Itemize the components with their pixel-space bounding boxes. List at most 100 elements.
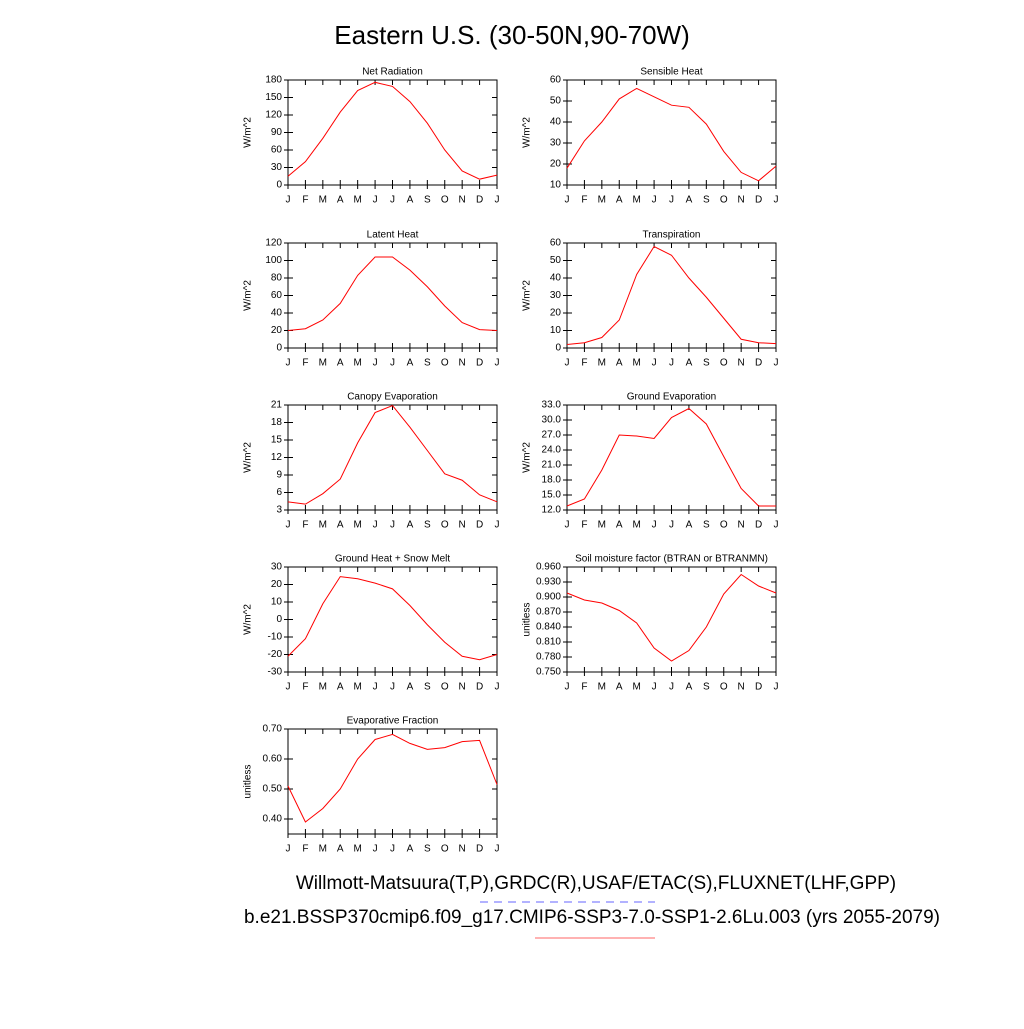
y-axis-label: unitless [243,765,254,799]
x-tick-label: O [441,682,449,693]
y-tick-label: 40 [550,273,562,284]
data-line [566,407,776,507]
x-tick-label: J [390,358,395,369]
x-tick-label: J [565,682,570,693]
x-tick-label: J [390,195,395,206]
x-tick-label: A [337,195,344,206]
x-tick-label: J [373,358,378,369]
x-tick-label: J [373,520,378,531]
x-tick-label: J [669,520,674,531]
x-tick-label: M [632,358,640,369]
x-tick-label: J [495,520,500,531]
x-tick-label: O [720,520,728,531]
y-tick-label: 40 [271,308,283,319]
x-tick-label: A [616,358,623,369]
panel-title: Ground Evaporation [627,392,717,403]
y-tick-label: 10 [550,180,562,191]
y-tick-label: 0 [555,343,561,354]
x-tick-label: O [720,195,728,206]
y-tick-label: 10 [271,597,283,608]
x-tick-label: J [669,682,674,693]
x-tick-label: A [337,844,344,855]
x-tick-label: M [353,682,361,693]
plot-frame [287,404,498,511]
x-tick-label: A [686,682,693,693]
x-tick-label: S [424,358,431,369]
x-tick-label: J [390,844,395,855]
y-tick-label: 0.960 [536,562,561,573]
y-tick-label: 180 [265,75,282,86]
y-tick-label: 30 [550,290,562,301]
panel-title: Canopy Evaporation [347,392,438,403]
panel: Evaporative Fraction unitless 0.40 0.50 0.60… [243,716,500,855]
y-tick-label: 0.750 [536,667,561,678]
x-tick-label: J [390,682,395,693]
x-tick-label: A [616,195,623,206]
x-tick-label: J [390,520,395,531]
y-tick-label: 33.0 [542,400,562,411]
data-line [287,256,498,331]
x-tick-label: F [302,195,308,206]
x-tick-label: J [669,358,674,369]
x-tick-label: F [302,682,308,693]
x-tick-label: A [407,195,414,206]
x-tick-label: D [755,195,762,206]
y-tick-label: -20 [268,649,283,660]
x-tick-label: J [774,195,779,206]
x-tick-label: A [616,682,623,693]
y-tick-label: 12.0 [542,505,562,516]
x-tick-label: M [319,358,327,369]
x-tick-label: N [459,682,466,693]
y-tick-label: 15 [271,435,283,446]
x-tick-label: J [495,844,500,855]
y-tick-label: 60 [271,145,283,156]
x-tick-label: M [632,195,640,206]
y-tick-label: 40 [550,117,562,128]
x-tick-label: J [286,682,291,693]
x-tick-label: D [476,195,483,206]
y-tick-label: 18.0 [542,475,562,486]
y-tick-label: 27.0 [542,430,562,441]
data-line [566,87,777,182]
footer-line: Willmott-Matsuura(T,P),GRDC(R),USAF/ETAC… [296,873,896,894]
x-tick-label: O [441,195,449,206]
x-tick-label: D [476,844,483,855]
x-tick-label: J [652,520,657,531]
y-tick-label: 21 [271,400,283,411]
y-tick-label: 30.0 [542,415,562,426]
y-tick-label: 0.60 [263,754,283,765]
x-tick-label: D [476,520,483,531]
x-tick-label: D [755,520,762,531]
x-tick-label: N [738,358,745,369]
y-tick-label: 50 [550,255,562,266]
x-tick-label: O [720,358,728,369]
x-tick-label: S [424,682,431,693]
x-tick-label: J [286,844,291,855]
y-tick-label: 0.930 [536,577,561,588]
x-tick-label: J [495,358,500,369]
y-tick-label: 50 [550,96,562,107]
plot-frame [566,79,777,186]
x-tick-label: J [774,520,779,531]
x-tick-label: D [476,682,483,693]
x-tick-label: F [581,682,587,693]
x-tick-label: S [424,520,431,531]
x-tick-label: A [337,358,344,369]
y-tick-label: 30 [271,162,283,173]
y-tick-label: 0.900 [536,592,561,603]
plot-frame [566,242,777,349]
y-axis-label: W/m^2 [243,280,254,311]
panel: Soil moisture factor (BTRAN or BTRANMN) u… [522,554,779,693]
x-tick-label: J [652,682,657,693]
panel-title: Ground Heat + Snow Melt [335,554,451,565]
y-tick-label: 120 [265,110,282,121]
x-tick-label: D [755,682,762,693]
x-tick-label: F [302,844,308,855]
x-tick-label: J [495,195,500,206]
x-tick-label: S [703,358,710,369]
y-tick-label: 0.870 [536,607,561,618]
x-tick-label: M [353,520,361,531]
y-tick-label: 30 [271,562,283,573]
